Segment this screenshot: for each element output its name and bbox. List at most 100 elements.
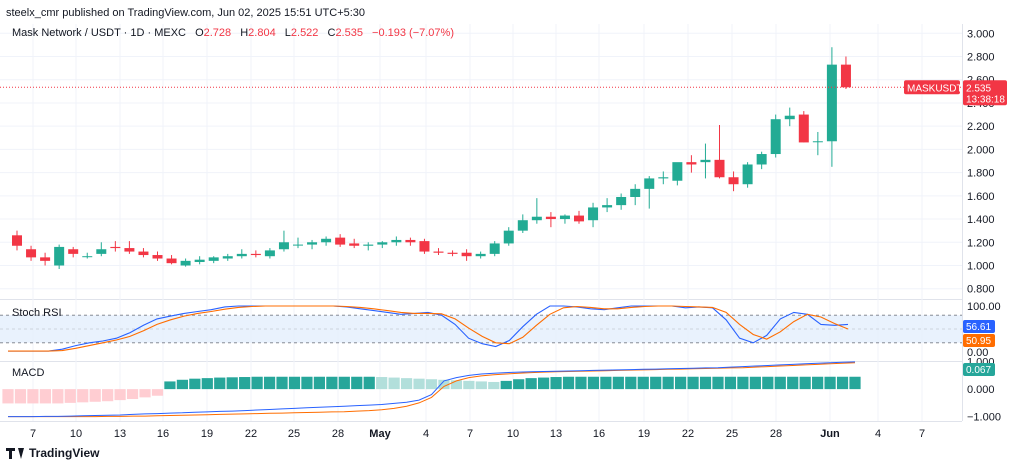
stoch-d-tag xyxy=(963,334,995,347)
time-tick-label: 25 xyxy=(726,428,738,440)
macd-histogram-bar xyxy=(39,389,51,404)
time-tick-label: 19 xyxy=(201,428,213,440)
symbol-price-tag xyxy=(904,80,960,95)
stoch-k-tag xyxy=(963,320,995,333)
candle-body xyxy=(616,196,627,206)
time-tick-label: 4 xyxy=(423,428,429,440)
macd-histogram-bar xyxy=(64,389,76,403)
macd-histogram-bar xyxy=(52,389,64,404)
candle-body xyxy=(293,244,303,246)
stoch-tick-label: 0.00 xyxy=(967,347,988,359)
candle-body xyxy=(728,177,739,185)
bar-countdown-label: 13:38:18 xyxy=(966,94,1005,105)
macd-histogram-bar xyxy=(126,389,139,400)
macd-histogram-bar xyxy=(239,377,251,390)
time-tick-label: 7 xyxy=(919,428,925,440)
low-label: L xyxy=(284,27,291,39)
macd-title[interactable]: MACD xyxy=(12,367,45,379)
candle-body xyxy=(236,253,247,257)
time-tick-label: Jun xyxy=(820,428,840,440)
candle-body xyxy=(335,237,346,245)
close-value: 2.535 xyxy=(335,27,363,39)
macd-histogram-bar xyxy=(824,376,836,390)
candle-body xyxy=(840,64,851,88)
candle-body xyxy=(447,252,458,254)
macd-histogram-bar xyxy=(712,376,724,390)
time-tick-label: 22 xyxy=(682,428,694,440)
macd-histogram-bar xyxy=(812,376,824,390)
candle-body xyxy=(812,141,823,143)
macd-histogram-bar xyxy=(27,389,39,404)
macd-histogram-bar xyxy=(363,376,375,390)
time-tick-label: 22 xyxy=(245,428,257,440)
candle-body xyxy=(166,258,177,264)
time-tick-label: 28 xyxy=(332,428,344,440)
candle-body xyxy=(700,159,711,163)
stoch-d-tag-label: 50.95 xyxy=(966,336,991,347)
candle-body xyxy=(12,235,22,246)
candle-body xyxy=(602,205,613,208)
macd-histogram-bar xyxy=(450,380,463,390)
tradingview-brand[interactable]: TradingView xyxy=(6,446,99,460)
macd-histogram-bar xyxy=(724,376,737,390)
time-tick-label: 4 xyxy=(875,428,881,440)
ohlc-legend: Mask Network / USDT · 1D · MEXC O2.728 H… xyxy=(12,27,454,39)
macd-histogram-bar xyxy=(351,376,363,390)
candle-body xyxy=(742,164,753,185)
candle-body xyxy=(798,114,809,143)
time-tick-label: May xyxy=(369,428,391,440)
close-label: C xyxy=(327,27,336,39)
candle-body xyxy=(461,252,472,257)
candle-body xyxy=(574,215,584,222)
macd-histogram-bar xyxy=(587,376,600,390)
macd-histogram-bar xyxy=(77,389,89,403)
macd-histogram-bar xyxy=(562,376,575,390)
price-tick-label: 1.000 xyxy=(967,260,995,272)
macd-histogram-bar xyxy=(388,377,400,390)
candle-body xyxy=(559,215,570,220)
candle-body xyxy=(531,216,542,221)
macd-value-tag xyxy=(963,363,995,376)
macd-histogram-bar xyxy=(500,380,512,390)
brand-label: TradingView xyxy=(29,446,100,460)
symbol-label[interactable]: Mask Network / USDT · 1D · MEXC xyxy=(12,27,186,39)
macd-histogram-bar xyxy=(288,376,301,390)
open-label: O xyxy=(195,27,204,39)
candle-body xyxy=(433,251,444,253)
candle-body xyxy=(405,239,416,243)
macd-histogram-bar xyxy=(637,376,649,390)
macd-histogram-bar xyxy=(737,376,749,390)
candle-body xyxy=(588,207,599,221)
low-value: 2.522 xyxy=(290,27,319,39)
price-tick-label: 0.800 xyxy=(967,284,995,296)
macd-histogram-bar xyxy=(114,389,126,401)
candle-body xyxy=(644,178,655,189)
macd-histogram-bar xyxy=(749,376,761,390)
price-tick-label: 1.600 xyxy=(967,191,995,203)
price-tick-label: 1.400 xyxy=(967,214,995,226)
time-tick-label: 19 xyxy=(638,428,650,440)
candle-body xyxy=(194,259,205,263)
candle-body xyxy=(180,260,191,266)
stoch-tick-label: 100.00 xyxy=(967,301,1001,313)
macd-histogram-bar xyxy=(301,376,313,390)
candle-body xyxy=(686,162,697,165)
candle-body xyxy=(307,242,318,245)
candle-body xyxy=(517,220,528,231)
macd-histogram-bar xyxy=(488,381,500,390)
stoch-rsi-title[interactable]: Stoch RSI xyxy=(12,307,62,319)
macd-histogram-bar xyxy=(338,376,350,390)
price-tick-label: 3.000 xyxy=(967,28,995,40)
candle-body xyxy=(222,256,233,259)
macd-histogram-bar xyxy=(475,381,487,390)
macd-histogram-bar xyxy=(376,377,388,390)
macd-histogram-bar xyxy=(2,389,14,404)
candle-body xyxy=(26,249,37,258)
candle-body xyxy=(349,243,360,246)
candle-body xyxy=(208,257,219,261)
stoch-d-line xyxy=(8,305,849,352)
macd-histogram-bar xyxy=(675,376,687,390)
candle-body xyxy=(138,251,149,256)
macd-histogram-bar xyxy=(799,376,811,390)
